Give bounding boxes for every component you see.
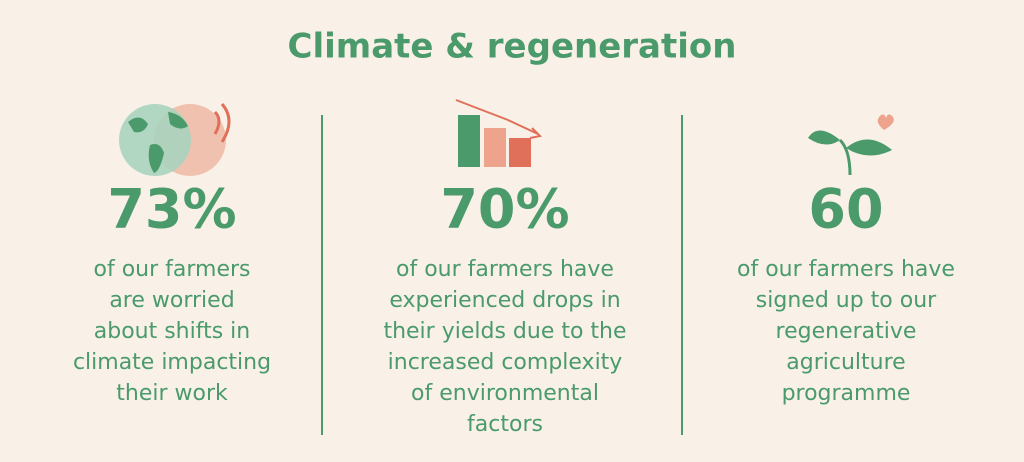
- title: Climate & regeneration: [288, 27, 737, 67]
- stat-description: about shifts in: [94, 319, 250, 344]
- stat-description: of environmental: [411, 381, 599, 406]
- bar-chart-icon: [455, 99, 543, 167]
- stat-description: of our farmers have: [737, 257, 955, 282]
- stat-value: 70%: [440, 178, 569, 241]
- stat-value: 73%: [107, 178, 236, 241]
- stat-description: increased complexity: [388, 350, 623, 375]
- stat-description: their work: [116, 381, 228, 406]
- stat-description: experienced drops in: [389, 288, 620, 313]
- stat-description: programme: [782, 381, 911, 406]
- stat-value: 60: [808, 178, 883, 241]
- stat-description: agriculture: [786, 350, 905, 375]
- stat-description: climate impacting: [73, 350, 271, 375]
- stat-description: are worried: [109, 288, 234, 313]
- stat-description: of our farmers have: [396, 257, 614, 282]
- stat-description: of our farmers: [94, 257, 251, 282]
- stat-description: their yields due to the: [383, 319, 626, 344]
- sprout-icon: [808, 114, 894, 176]
- stat-description: factors: [467, 412, 543, 437]
- stat-description: regenerative: [776, 319, 917, 344]
- globe-icon: [119, 103, 231, 176]
- stat-description: signed up to our: [756, 288, 937, 313]
